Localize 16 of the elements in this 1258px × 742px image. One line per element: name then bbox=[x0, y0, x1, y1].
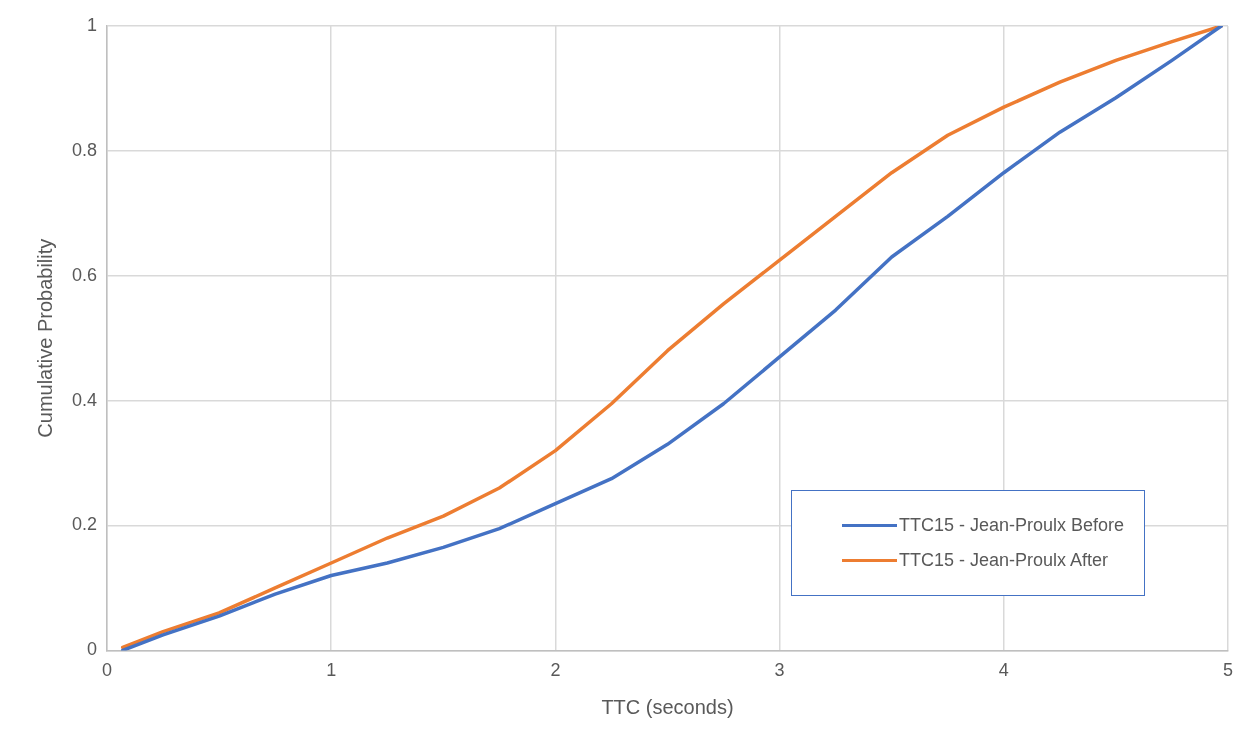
legend-label: TTC15 - Jean-Proulx Before bbox=[899, 515, 1125, 537]
y-tick-label: 1 bbox=[87, 14, 98, 35]
x-tick-label: 4 bbox=[998, 660, 1009, 681]
y-tick-label: 0.8 bbox=[71, 139, 98, 160]
y-tick-label: 0.2 bbox=[71, 514, 98, 535]
x-axis-title: TTC (seconds) bbox=[601, 695, 734, 718]
x-tick-label: 5 bbox=[1222, 660, 1234, 681]
y-tick-label: 0.6 bbox=[71, 264, 98, 285]
y-axis-title: Cumulative Probability bbox=[33, 238, 56, 438]
y-tick-label: 0 bbox=[87, 639, 98, 660]
legend-label: TTC15 - Jean-Proulx After bbox=[899, 550, 1109, 572]
x-tick-label: 0 bbox=[102, 660, 113, 681]
x-tick-label: 2 bbox=[550, 660, 561, 681]
x-tick-label: 3 bbox=[774, 660, 785, 681]
x-tick-label: 1 bbox=[326, 660, 337, 681]
y-tick-label: 0.4 bbox=[71, 389, 98, 410]
